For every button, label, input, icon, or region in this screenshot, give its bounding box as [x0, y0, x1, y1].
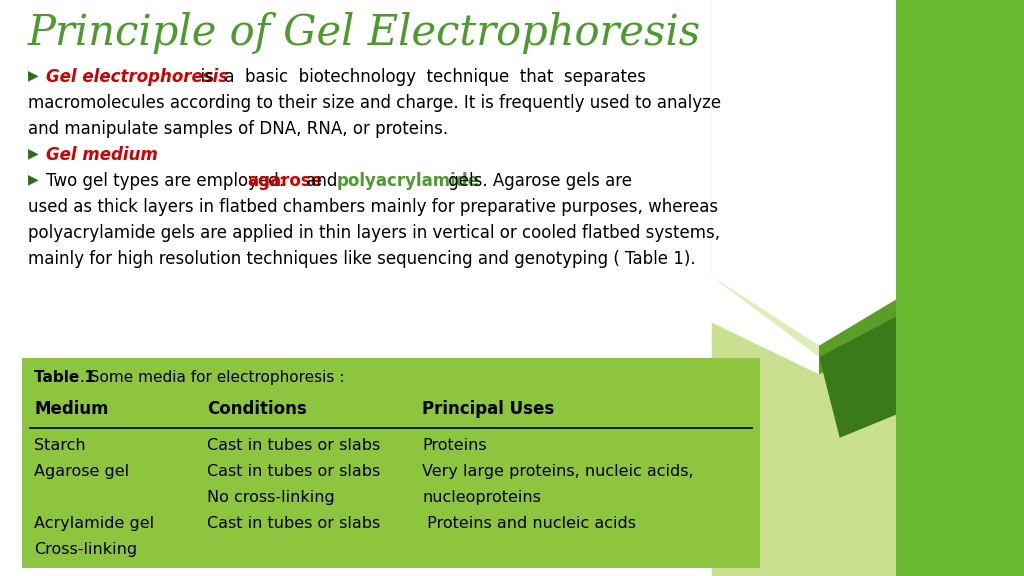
Polygon shape	[819, 0, 896, 576]
Text: ▶: ▶	[28, 146, 39, 160]
Text: . Some media for electrophoresis :: . Some media for electrophoresis :	[80, 370, 344, 385]
Text: Starch: Starch	[34, 438, 86, 453]
Text: is  a  basic  biotechnology  technique  that  separates: is a basic biotechnology technique that …	[190, 68, 646, 86]
Text: polyacrylamide gels are applied in thin layers in vertical or cooled flatbed sys: polyacrylamide gels are applied in thin …	[28, 224, 720, 242]
Text: Cast in tubes or slabs: Cast in tubes or slabs	[207, 516, 380, 531]
Text: agarose: agarose	[248, 172, 323, 190]
Text: Proteins: Proteins	[422, 438, 486, 453]
Text: Gel electrophoresis: Gel electrophoresis	[46, 68, 228, 86]
Text: macromolecules according to their size and charge. It is frequently used to anal: macromolecules according to their size a…	[28, 94, 721, 112]
Polygon shape	[712, 0, 896, 346]
Text: Principal Uses: Principal Uses	[422, 400, 554, 418]
Text: No cross-linking: No cross-linking	[207, 490, 335, 505]
Text: nucleoproteins: nucleoproteins	[422, 490, 541, 505]
Text: and: and	[301, 172, 342, 190]
Text: ▶: ▶	[28, 172, 39, 186]
Text: Principle of Gel Electrophoresis: Principle of Gel Electrophoresis	[28, 12, 701, 54]
Text: Medium: Medium	[34, 400, 109, 418]
Text: Conditions: Conditions	[207, 400, 307, 418]
Text: gels. Agarose gels are: gels. Agarose gels are	[443, 172, 632, 190]
Polygon shape	[896, 0, 1024, 576]
Text: Cross-linking: Cross-linking	[34, 542, 137, 557]
Text: Agarose gel: Agarose gel	[34, 464, 129, 479]
Text: ▶: ▶	[28, 68, 39, 82]
Text: Very large proteins, nucleic acids,: Very large proteins, nucleic acids,	[422, 464, 693, 479]
Bar	[22, 358, 760, 568]
Text: Proteins and nucleic acids: Proteins and nucleic acids	[422, 516, 636, 531]
Text: Cast in tubes or slabs: Cast in tubes or slabs	[207, 438, 380, 453]
Text: used as thick layers in flatbed chambers mainly for preparative purposes, wherea: used as thick layers in flatbed chambers…	[28, 198, 718, 216]
Text: Table 1: Table 1	[34, 370, 95, 385]
Polygon shape	[819, 317, 896, 438]
Polygon shape	[712, 323, 896, 576]
Polygon shape	[712, 0, 819, 357]
Text: mainly for high resolution techniques like sequencing and genotyping ( Table 1).: mainly for high resolution techniques li…	[28, 250, 695, 268]
Text: Two gel types are employed:: Two gel types are employed:	[46, 172, 290, 190]
Text: Gel medium: Gel medium	[46, 146, 158, 164]
Text: polyacrylamide: polyacrylamide	[337, 172, 480, 190]
Text: and manipulate samples of DNA, RNA, or proteins.: and manipulate samples of DNA, RNA, or p…	[28, 120, 449, 138]
Text: Acrylamide gel: Acrylamide gel	[34, 516, 155, 531]
Text: Cast in tubes or slabs: Cast in tubes or slabs	[207, 464, 380, 479]
